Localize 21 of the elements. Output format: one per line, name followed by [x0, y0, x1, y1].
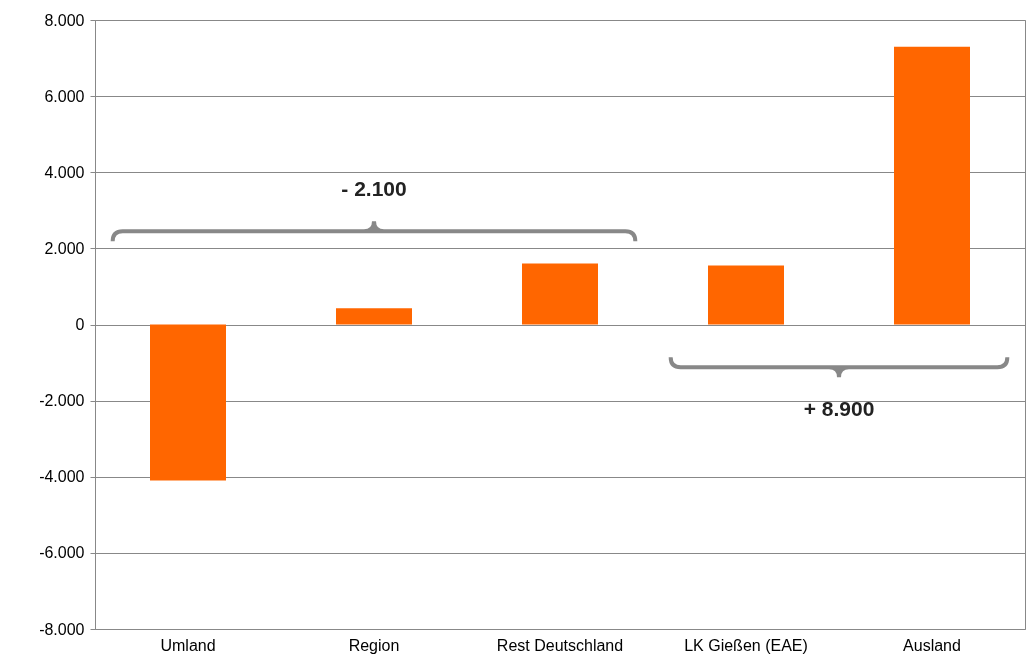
bar: [894, 46, 970, 325]
x-tick-label: Region: [348, 636, 400, 654]
bar: [708, 265, 784, 325]
y-tick-label: -2.000: [39, 392, 85, 410]
annotation: + 8.900: [803, 397, 875, 422]
y-tick-label: -4.000: [39, 468, 85, 486]
y-tick-label: 8.000: [44, 11, 85, 29]
y-tick-label: 2.000: [44, 239, 85, 257]
bar: [150, 324, 226, 481]
x-tick-label: Umland: [160, 636, 216, 654]
annotation: - 2.100: [341, 177, 407, 202]
y-tick-label: -8.000: [39, 620, 85, 638]
y-tick-label: 4.000: [44, 163, 85, 181]
x-tick-label: Rest Deutschland: [496, 636, 624, 654]
bar: [336, 308, 412, 325]
y-tick-label: 0: [75, 316, 85, 333]
y-tick-label: 6.000: [44, 87, 85, 105]
y-tick-label: -6.000: [39, 544, 85, 562]
x-tick-label: Ausland: [903, 636, 961, 654]
x-tick-label: LK Gießen (EAE): [684, 636, 808, 654]
bar: [522, 263, 598, 325]
